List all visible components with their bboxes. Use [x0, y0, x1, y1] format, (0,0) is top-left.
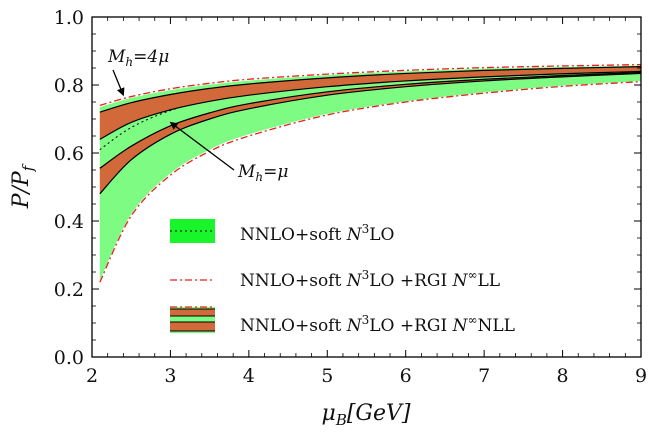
legend-label-2: NNLO+soft N3LO +RGI N∞LL — [240, 268, 500, 291]
annotation-mh-mu: Mh=μ — [237, 162, 288, 184]
y-tick-label: 0.0 — [54, 347, 84, 369]
x-tick-label: 5 — [321, 365, 333, 387]
y-tick-label: 1.0 — [54, 7, 84, 29]
y-tick-label: 0.8 — [54, 75, 84, 97]
x-tick-label: 3 — [164, 365, 176, 387]
legend-swatch-band-orange2 — [170, 322, 215, 331]
x-tick-label: 2 — [86, 365, 98, 387]
nnll-band-mh-mu-upper-edge — [99, 71, 642, 169]
nnll-band-mh-mu-lower-edge — [99, 72, 642, 195]
nnll-band-mh-4mu-lower-edge — [99, 70, 642, 140]
y-axis-label: P/Pf — [9, 163, 37, 209]
legend-label-3: NNLO+soft N3LO +RGI N∞NLL — [240, 313, 515, 336]
nnll-band-mh-4mu — [99, 66, 642, 140]
y-tick-label: 0.4 — [54, 211, 84, 233]
x-tick-label: 8 — [557, 365, 569, 387]
x-axis-label: μB[GeV] — [322, 401, 411, 429]
annotation-mh-4mu: Mh=4μ — [107, 47, 169, 69]
nnlo-soft-band — [99, 65, 642, 281]
rgi-nll-upper-line — [99, 63, 642, 107]
rgi-nll-lower-line — [99, 80, 642, 283]
annotation-mh-mu-arrow — [169, 121, 235, 171]
annotation-mh-4mu-arrow — [112, 69, 125, 97]
legend-label-1: NNLO+soft N3LO — [240, 222, 394, 245]
x-tick-label: 4 — [243, 365, 255, 387]
legend-swatch-green — [170, 219, 215, 243]
x-tick-label: 7 — [478, 365, 490, 387]
x-tick-label: 6 — [400, 365, 412, 387]
y-tick-label: 0.2 — [54, 279, 84, 301]
x-tick-label: 9 — [635, 365, 647, 387]
nnll-band-mh-4mu-upper-edge — [99, 66, 642, 113]
y-tick-label: 0.6 — [54, 143, 84, 165]
legend-swatch-band-orange1 — [170, 309, 215, 316]
